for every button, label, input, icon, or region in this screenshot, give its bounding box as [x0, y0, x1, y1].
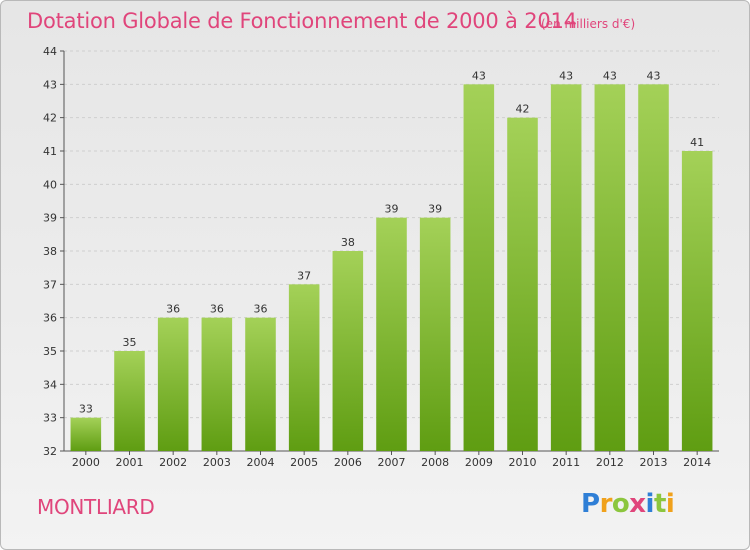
- y-tick-label: 36: [43, 312, 57, 325]
- data-label: 35: [123, 336, 137, 349]
- bar-2005: [288, 284, 320, 451]
- bar-2008: [419, 217, 451, 451]
- commune-name: MONTLIARD: [37, 495, 155, 519]
- labels: 33 2000 35 2001 36 2002 36 2003 36 2004 37 2005 38 20…: [72, 69, 711, 469]
- bar-2009: [463, 84, 495, 451]
- bar-2004: [245, 317, 276, 451]
- x-tick-label: 2012: [596, 456, 624, 469]
- data-label: 33: [79, 403, 93, 416]
- x-tick-label: 2010: [509, 456, 537, 469]
- x-tick-label: 2005: [290, 456, 318, 469]
- data-label: 39: [428, 203, 442, 216]
- x-tick-label: 2009: [465, 456, 493, 469]
- logo-letter: i: [665, 489, 675, 519]
- bars: [70, 84, 713, 452]
- y-tick-label: 33: [43, 412, 57, 425]
- logo-letter: x: [629, 489, 646, 519]
- x-tick-label: 2014: [683, 456, 711, 469]
- logo-letter: P: [581, 489, 600, 519]
- y-tick-label: 41: [43, 145, 57, 158]
- data-label: 43: [559, 69, 573, 82]
- bar-2003: [201, 317, 233, 451]
- bar-2014: [681, 151, 713, 451]
- data-label: 38: [341, 236, 355, 249]
- bar-2007: [376, 217, 407, 451]
- bar-2001: [114, 351, 145, 451]
- data-label: 43: [603, 69, 617, 82]
- logo-letter: t: [653, 489, 666, 519]
- data-label: 43: [647, 69, 661, 82]
- y-tick-label: 35: [43, 345, 57, 358]
- bar-2000: [70, 417, 102, 451]
- data-label: 37: [297, 269, 311, 282]
- y-tick-label: 39: [43, 212, 57, 225]
- x-tick-label: 2008: [421, 456, 449, 469]
- data-label: 36: [254, 303, 268, 316]
- x-tick-label: 2001: [116, 456, 144, 469]
- chart-subtitle: (en milliers d'€): [541, 17, 636, 31]
- bar-2011: [550, 84, 582, 451]
- y-tick-label: 37: [43, 278, 57, 291]
- bar-2010: [507, 117, 538, 452]
- x-tick-label: 2013: [640, 456, 668, 469]
- data-label: 43: [472, 69, 486, 82]
- data-label: 39: [385, 203, 399, 216]
- bar-2002: [157, 317, 189, 451]
- bar-2012: [594, 84, 626, 451]
- x-tick-label: 2002: [159, 456, 187, 469]
- x-tick-label: 2000: [72, 456, 100, 469]
- x-tick-label: 2007: [378, 456, 406, 469]
- x-tick-label: 2004: [247, 456, 275, 469]
- bar-2006: [332, 251, 364, 451]
- chart-title: Dotation Globale de Fonctionnement de 20…: [27, 9, 577, 33]
- logo-letter: o: [611, 489, 630, 519]
- y-tick-label: 44: [43, 45, 57, 58]
- logo-letter: r: [599, 489, 613, 519]
- proxiti-logo[interactable]: Proxiti: [581, 489, 675, 519]
- x-tick-label: 2006: [334, 456, 362, 469]
- data-label: 41: [690, 136, 704, 149]
- y-tick-label: 42: [43, 112, 57, 125]
- data-label: 36: [210, 303, 224, 316]
- data-label: 36: [166, 303, 180, 316]
- x-tick-label: 2003: [203, 456, 231, 469]
- y-tick-label: 40: [43, 178, 57, 191]
- bar-2013: [638, 84, 669, 451]
- x-tick-label: 2011: [552, 456, 580, 469]
- y-tick-label: 34: [43, 378, 57, 391]
- y-tick-label: 32: [43, 445, 57, 458]
- y-tick-label: 38: [43, 245, 57, 258]
- data-label: 42: [516, 103, 530, 116]
- y-tick-label: 43: [43, 78, 57, 91]
- logo-letter: i: [645, 489, 655, 519]
